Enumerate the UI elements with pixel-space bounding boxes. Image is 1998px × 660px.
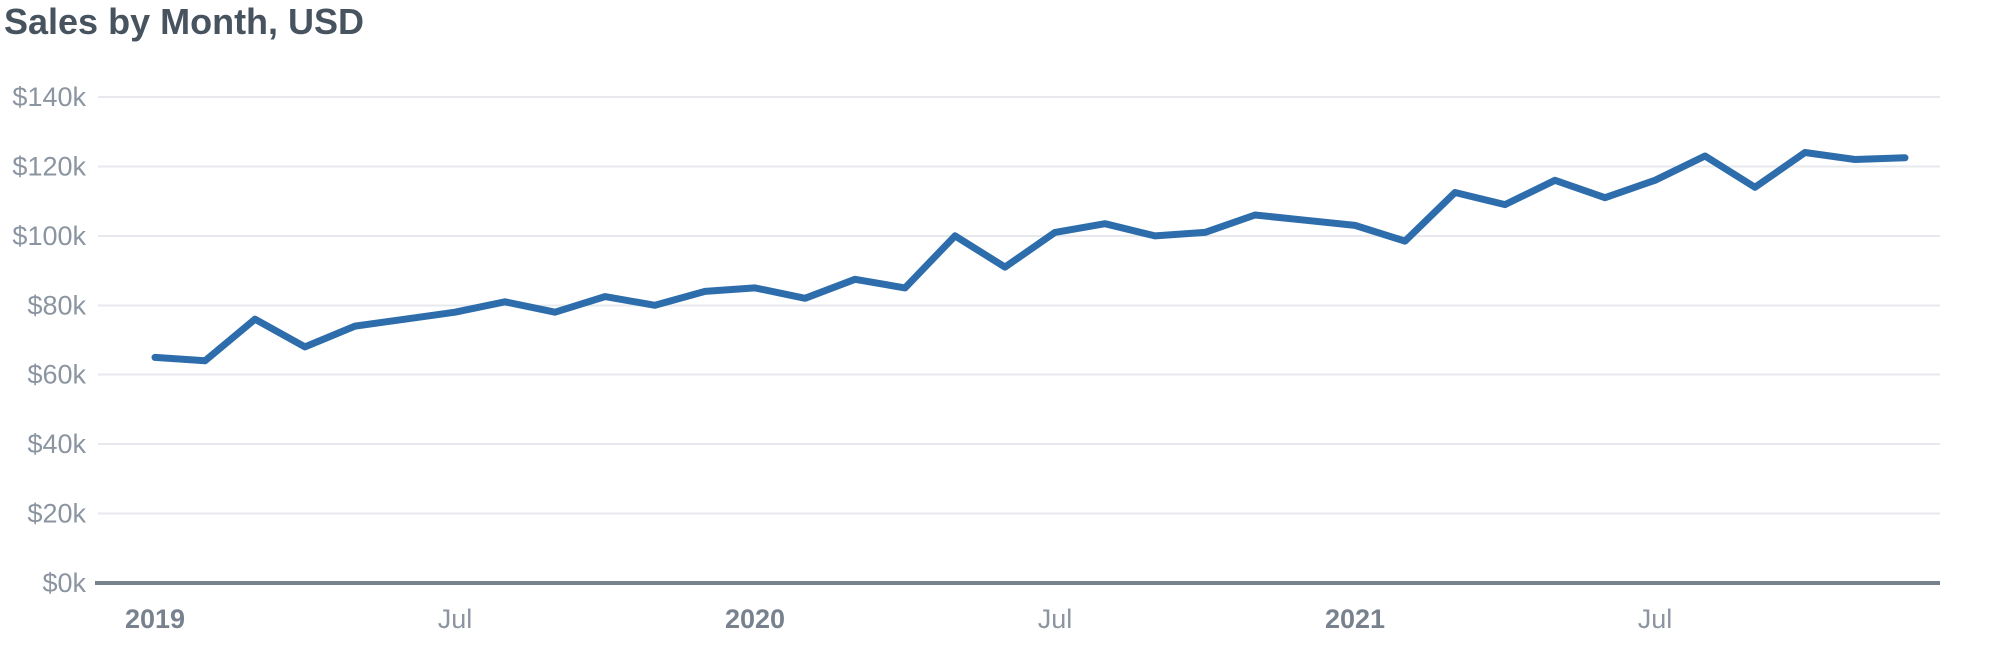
sales-series-line <box>151 149 1909 365</box>
y-tick-label: $120k <box>12 151 86 181</box>
chart-title: Sales by Month, USD <box>4 1 365 42</box>
y-tick-label: $40k <box>27 429 86 459</box>
x-tick-month-label: Jul <box>1638 604 1673 634</box>
y-tick-label: $0k <box>42 568 86 598</box>
x-tick-year-label: 2021 <box>1325 604 1385 634</box>
y-tick-label: $100k <box>12 221 86 251</box>
y-tick-label: $80k <box>27 290 86 320</box>
x-tick-year-label: 2019 <box>125 604 185 634</box>
y-tick-label: $140k <box>12 82 86 112</box>
x-tick-month-label: Jul <box>1038 604 1073 634</box>
y-tick-label: $20k <box>27 499 86 529</box>
y-tick-label: $60k <box>27 360 86 390</box>
x-tick-month-label: Jul <box>438 604 473 634</box>
x-tick-year-label: 2020 <box>725 604 785 634</box>
